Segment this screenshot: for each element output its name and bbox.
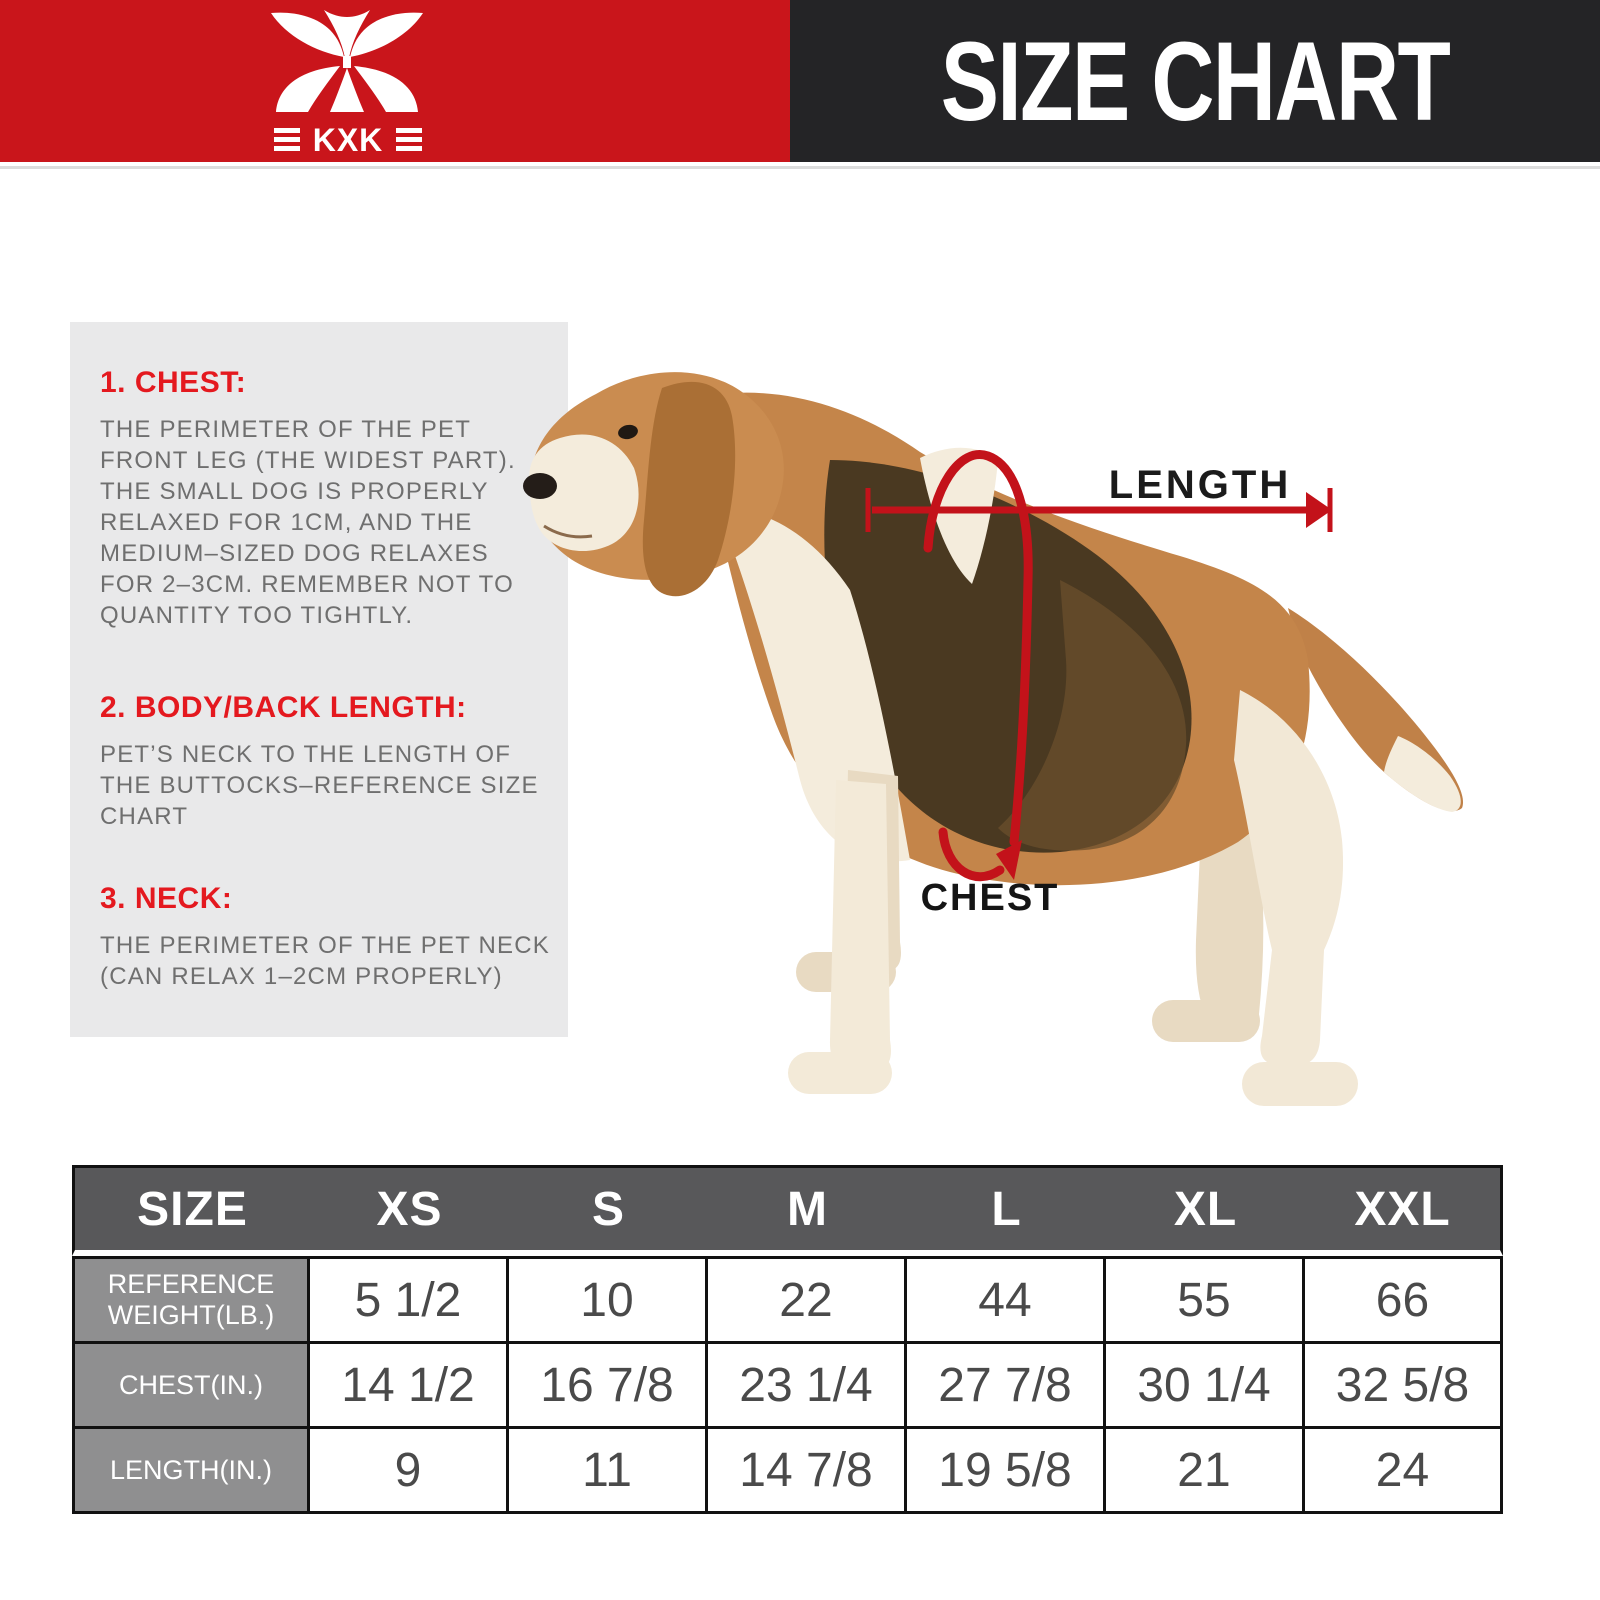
instruction-body: THE PERIMETER OF THE PET NECK (CAN RELAX… (100, 932, 550, 990)
page-title: SIZE CHART (940, 18, 1451, 144)
table-header-xl: XL (1106, 1165, 1305, 1256)
length-arrowhead-icon (1306, 492, 1332, 528)
table-header-row: SIZE XS S M L XL XXL (72, 1165, 1503, 1256)
table-header-s: S (509, 1165, 708, 1256)
table-cell: 14 1/2 (310, 1344, 509, 1429)
table-cell: 19 5/8 (907, 1429, 1106, 1514)
chest-label: CHEST (921, 877, 1060, 919)
instruction-heading: 1. CHEST: (100, 366, 247, 399)
table-cell: 24 (1305, 1429, 1503, 1514)
instruction-section-chest: 1. CHEST: THE PERIMETER OF THE PET FRONT… (100, 366, 544, 631)
measuring-instructions-panel: 1. CHEST: THE PERIMETER OF THE PET FRONT… (70, 322, 568, 1037)
kxk-logo-icon: KXK (271, 10, 423, 156)
table-cell: 9 (310, 1429, 509, 1514)
table-cell: 10 (509, 1256, 708, 1344)
instruction-section-neck: 3. NECK: THE PERIMETER OF THE PET NECK (… (100, 882, 549, 992)
instruction-heading: 2. BODY/BACK LENGTH: (100, 691, 467, 724)
header-dark-band: SIZE CHART (790, 0, 1600, 162)
logo-text: KXK (313, 122, 384, 156)
table-header-m: M (708, 1165, 907, 1256)
chest-arrowhead-icon (996, 840, 1022, 880)
table-cell: 23 1/4 (708, 1344, 907, 1429)
table-cell: 30 1/4 (1106, 1344, 1305, 1429)
instruction-heading: 3. NECK: (100, 882, 233, 915)
instruction-body: THE PERIMETER OF THE PET FRONT LEG (THE … (100, 416, 516, 629)
table-header-size: SIZE (72, 1165, 310, 1256)
table-cell: 21 (1106, 1429, 1305, 1514)
size-table-body: REFERENCE WEIGHT(LB.) 5 1/2 10 22 44 55 66 CHES… (72, 1256, 1503, 1514)
table-cell: 32 5/8 (1305, 1344, 1503, 1429)
table-row: CHEST(IN.) 14 1/2 16 7/8 23 1/4 27 7/8 30 1/4… (72, 1344, 1503, 1429)
table-row-label: CHEST(IN.) (72, 1344, 310, 1429)
table-header-xs: XS (310, 1165, 509, 1256)
table-row-label: LENGTH(IN.) (72, 1429, 310, 1514)
chest-girth-annotation (923, 450, 1033, 882)
table-row: LENGTH(IN.) 9 11 14 7/8 19 5/8 21 24 (72, 1429, 1503, 1514)
table-cell: 44 (907, 1256, 1106, 1344)
table-cell: 5 1/2 (310, 1256, 509, 1344)
table-header-xxl: XXL (1305, 1165, 1503, 1256)
table-cell: 11 (509, 1429, 708, 1514)
table-row-label: REFERENCE WEIGHT(LB.) (72, 1256, 310, 1344)
beagle-dog-image (523, 372, 1464, 1106)
instruction-section-body-length: 2. BODY/BACK LENGTH: PET’S NECK TO THE L… (100, 691, 544, 832)
size-table: SIZE XS S M L XL XXL REFERENCE WEIGHT(LB.) 5 1/… (72, 1165, 1503, 1514)
table-row: REFERENCE WEIGHT(LB.) 5 1/2 10 22 44 55 66 (72, 1256, 1503, 1344)
chest-curve-arrow-icon (938, 827, 1005, 882)
table-header-l: L (907, 1165, 1106, 1256)
table-cell: 16 7/8 (509, 1344, 708, 1429)
length-label: LENGTH (1109, 463, 1291, 507)
table-cell: 22 (708, 1256, 907, 1344)
table-cell: 27 7/8 (907, 1344, 1106, 1429)
size-table-header: SIZE XS S M L XL XXL (72, 1165, 1503, 1256)
dog-measurement-diagram: LENGTH CHEST (523, 372, 1464, 1106)
length-annotation: LENGTH (865, 463, 1333, 532)
table-cell: 66 (1305, 1256, 1503, 1344)
table-cell: 14 7/8 (708, 1429, 907, 1514)
table-cell: 55 (1106, 1256, 1305, 1344)
header-divider (0, 166, 1600, 169)
header-red-band: KXK (0, 0, 790, 162)
instruction-body: PET’S NECK TO THE LENGTH OF THE BUTTOCKS… (100, 741, 539, 830)
